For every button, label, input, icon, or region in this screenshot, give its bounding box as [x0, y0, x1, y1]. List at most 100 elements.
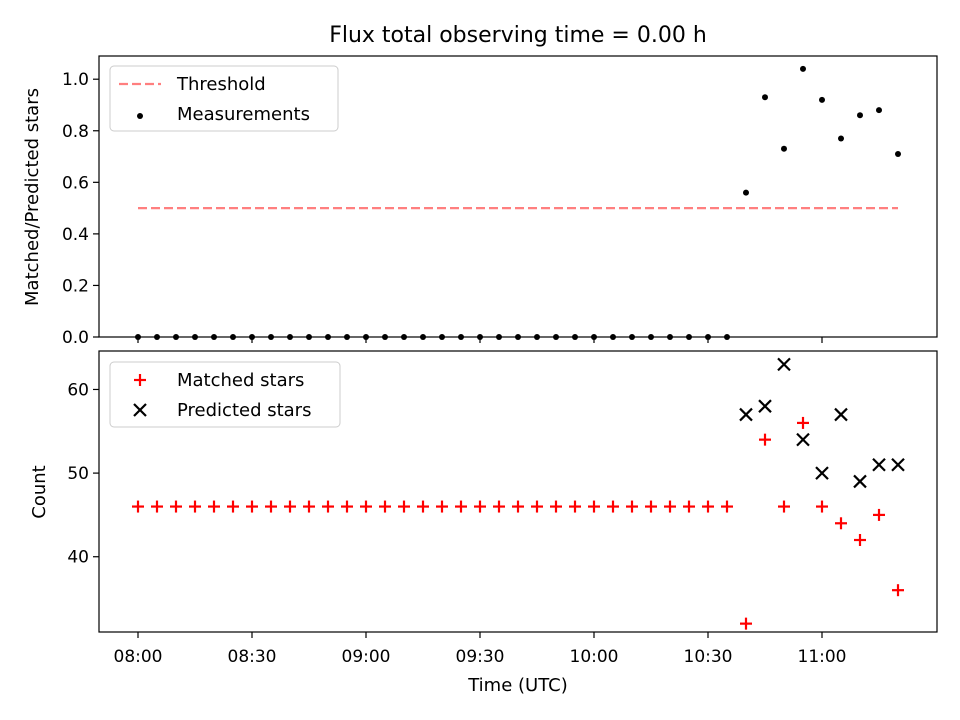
xtick-label: 09:30	[456, 647, 505, 667]
measurement-point	[477, 334, 483, 340]
measurement-point	[800, 65, 806, 72]
measurement-point	[648, 334, 654, 340]
xtick-label: 10:30	[684, 647, 733, 667]
legend-matched-label: Matched stars	[177, 370, 304, 391]
matched-point	[398, 500, 410, 513]
matched-point	[455, 500, 467, 513]
measurement-point	[192, 334, 198, 340]
top-ytick-label: 0.0	[62, 328, 89, 348]
bottom-ytick-label: 40	[67, 548, 89, 568]
measurement-point	[135, 334, 141, 340]
top-ytick-label: 0.2	[62, 276, 89, 296]
matched-point	[892, 584, 904, 597]
matched-point	[588, 500, 600, 513]
matched-point	[626, 500, 638, 513]
measurement-point	[705, 334, 711, 340]
measurement-point	[287, 334, 293, 340]
matched-point	[721, 500, 733, 513]
xtick-label: 08:30	[228, 647, 277, 667]
xtick-label: 11:00	[798, 647, 847, 667]
measurement-point	[857, 112, 863, 119]
xtick-label: 10:00	[570, 647, 619, 667]
measurement-point	[781, 145, 787, 152]
measurement-point	[382, 334, 388, 340]
legend-predicted-label: Predicted stars	[177, 400, 311, 421]
measurement-point	[515, 334, 521, 340]
xtick-label: 09:00	[342, 647, 391, 667]
measurement-point	[173, 334, 179, 340]
matched-point	[417, 500, 429, 513]
predicted-point	[891, 457, 905, 472]
measurement-point	[610, 334, 616, 340]
matched-point	[702, 500, 714, 513]
top-y-axis-label: Matched/Predicted stars	[22, 88, 43, 306]
predicted-point	[777, 357, 791, 372]
matched-point	[341, 500, 353, 513]
matched-point	[683, 500, 695, 513]
measurement-point	[838, 135, 844, 142]
measurement-point	[496, 334, 502, 340]
matched-point	[322, 500, 334, 513]
measurement-point	[895, 150, 901, 157]
matched-point	[189, 500, 201, 513]
measurement-point	[819, 96, 825, 103]
matched-point	[607, 500, 619, 513]
matched-point	[208, 500, 220, 513]
measurement-point	[344, 334, 350, 340]
measurement-point	[876, 107, 882, 114]
legend-threshold-label: Threshold	[176, 74, 266, 95]
measurement-point	[249, 334, 255, 340]
measurement-point	[363, 334, 369, 340]
matched-point	[132, 500, 144, 513]
predicted-point	[758, 399, 772, 413]
measurement-point	[154, 334, 160, 340]
measurement-point	[762, 94, 768, 101]
top-legend-box	[109, 65, 339, 132]
matched-point	[151, 500, 163, 513]
predicted-point	[739, 407, 753, 422]
matched-point	[759, 433, 771, 446]
predicted-point	[853, 474, 867, 489]
matched-point	[512, 500, 524, 513]
measurement-point	[553, 334, 559, 340]
measurement-point	[534, 334, 540, 340]
legend-predicted-swatch	[133, 403, 147, 417]
matched-point	[474, 500, 486, 513]
matched-point	[550, 500, 562, 513]
x-axis-label: Time (UTC)	[467, 675, 568, 696]
legend-measurement-swatch	[137, 113, 143, 119]
measurement-point	[724, 334, 730, 340]
predicted-point	[872, 457, 886, 472]
measurement-point	[306, 334, 312, 340]
bottom-legend: Matched stars Predicted stars	[109, 361, 341, 428]
bottom-ytick-label: 50	[67, 464, 89, 484]
bottom-axes-frame	[98, 350, 938, 633]
measurement-point	[230, 334, 236, 340]
measurement-point	[667, 334, 673, 340]
matched-point	[265, 500, 277, 513]
predicted-point	[834, 407, 848, 422]
bottom-panel: 40 50 60 08:00 08:30 09:00 09:30 10:00 10:30 11:0…	[67, 350, 938, 667]
measurement-point	[439, 334, 445, 340]
matched-point	[531, 500, 543, 513]
bottom-y-axis-label: Count	[29, 465, 50, 518]
matched-point	[170, 500, 182, 513]
measurement-point	[743, 189, 749, 196]
legend-measurement-label: Measurements	[177, 104, 310, 125]
matched-point	[835, 517, 847, 530]
matched-point	[436, 500, 448, 513]
measurement-point	[591, 334, 597, 340]
legend-matched-swatch	[134, 374, 146, 386]
measurement-point	[686, 334, 692, 340]
measurement-point	[325, 334, 331, 340]
bottom-ytick-label: 60	[67, 380, 89, 400]
matched-point	[303, 500, 315, 513]
matched-point	[360, 500, 372, 513]
measurement-point	[458, 334, 464, 340]
top-ytick-label: 0.4	[62, 225, 89, 245]
top-panel: 0.0 0.2 0.4 0.6 0.8 1.0 Threshold Measurements	[62, 55, 938, 348]
measurement-point	[268, 334, 274, 340]
matched-point	[246, 500, 258, 513]
predicted-point	[796, 432, 810, 447]
